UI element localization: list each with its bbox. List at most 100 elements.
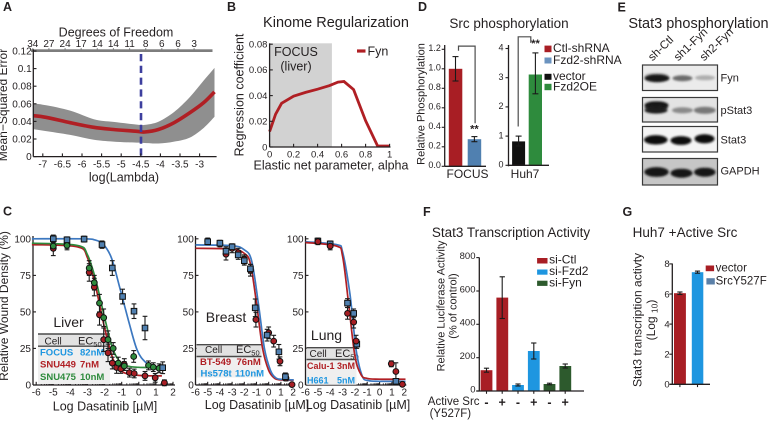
svg-text:4: 4	[498, 43, 503, 53]
svg-text:75: 75	[20, 271, 32, 282]
svg-text:-2: -2	[350, 388, 359, 399]
svg-text:2: 2	[402, 388, 408, 399]
svg-text:-7: -7	[38, 160, 47, 171]
svg-text:-1: -1	[117, 388, 126, 399]
svg-text:-: -	[547, 396, 551, 410]
svg-text:0: 0	[262, 142, 267, 153]
svg-text:1: 1	[389, 388, 395, 399]
svg-text:110nM: 110nM	[235, 369, 264, 380]
svg-text:0.08: 0.08	[12, 82, 32, 93]
svg-text:si-Fyn: si-Fyn	[549, 275, 582, 289]
svg-text:8: 8	[664, 259, 669, 270]
svg-text:50: 50	[292, 307, 304, 318]
svg-text:Relative Luciferase Activity: Relative Luciferase Activity	[436, 240, 448, 371]
svg-text:Lung: Lung	[311, 327, 342, 343]
svg-text:14: 14	[92, 39, 104, 50]
svg-text:si-Fzd2: si-Fzd2	[549, 264, 589, 278]
svg-text:1: 1	[498, 130, 503, 140]
svg-text:0.4: 0.4	[311, 150, 324, 161]
svg-text:Stat3 Transcription Activity: Stat3 Transcription Activity	[432, 225, 591, 240]
svg-text:8: 8	[143, 39, 149, 50]
svg-text:-4: -4	[326, 388, 335, 399]
svg-text:0: 0	[266, 388, 272, 399]
svg-text:100: 100	[14, 234, 31, 245]
svg-text:**: **	[470, 124, 479, 136]
svg-text:0: 0	[136, 388, 142, 399]
svg-text:Ctl-shRNA: Ctl-shRNA	[553, 41, 610, 55]
svg-text:0.6: 0.6	[428, 102, 441, 112]
svg-text:6: 6	[175, 39, 181, 50]
svg-text:34: 34	[27, 39, 39, 50]
svg-text:-1: -1	[252, 388, 261, 399]
svg-text:2: 2	[170, 388, 176, 399]
svg-text:50: 50	[183, 307, 195, 318]
svg-text:0: 0	[664, 380, 669, 391]
svg-text:(liver): (liver)	[280, 60, 311, 74]
svg-text:Fzd2-shRNA: Fzd2-shRNA	[553, 53, 622, 67]
svg-text:7nM: 7nM	[80, 360, 99, 371]
svg-text:Log Dasatinib [µM]: Log Dasatinib [µM]	[53, 400, 157, 414]
svg-text:0.8: 0.8	[428, 82, 441, 92]
svg-text:Breast: Breast	[206, 309, 247, 325]
svg-text:0.04: 0.04	[249, 91, 268, 102]
svg-text:Log Dasatinib [µM]: Log Dasatinib [µM]	[306, 398, 410, 412]
svg-text:0: 0	[25, 381, 31, 392]
svg-text:0.6: 0.6	[335, 150, 348, 161]
svg-text:SrcY527F: SrcY527F	[716, 276, 767, 288]
svg-text:-6: -6	[301, 388, 310, 399]
svg-text:pStat3: pStat3	[721, 105, 753, 117]
svg-text:0: 0	[26, 152, 32, 163]
svg-text:25: 25	[20, 344, 32, 355]
svg-text:Active Src: Active Src	[428, 396, 480, 408]
svg-text:400: 400	[460, 318, 476, 329]
svg-text:3: 3	[498, 72, 503, 82]
svg-text:11: 11	[124, 39, 135, 50]
svg-text:-4: -4	[215, 388, 224, 399]
svg-text:0.02: 0.02	[249, 117, 268, 128]
svg-text:-5: -5	[49, 388, 58, 399]
svg-text:-3: -3	[195, 160, 204, 171]
svg-text:F: F	[423, 205, 431, 219]
svg-text:0.2: 0.2	[287, 150, 300, 161]
svg-text:Relative Phosphorylation: Relative Phosphorylation	[416, 43, 428, 165]
svg-text:0.02: 0.02	[12, 135, 32, 146]
svg-text:Regression coefficient: Regression coefficient	[233, 33, 247, 156]
svg-text:D: D	[418, 0, 427, 14]
svg-text:82nM: 82nM	[80, 348, 104, 359]
svg-text:Stat3 phosphorylation: Stat3 phosphorylation	[628, 16, 768, 32]
svg-text:E: E	[618, 1, 626, 15]
svg-text:Cell: Cell	[205, 345, 222, 356]
svg-text:-6: -6	[32, 388, 41, 399]
svg-text:SNU449: SNU449	[40, 360, 76, 371]
svg-text:**: **	[531, 38, 540, 50]
svg-text:Kinome Regularization: Kinome Regularization	[263, 15, 409, 31]
svg-text:1: 1	[278, 388, 284, 399]
svg-text:FOCUS: FOCUS	[447, 167, 489, 181]
svg-text:-4.5: -4.5	[132, 160, 150, 171]
svg-text:76nM: 76nM	[237, 357, 261, 368]
svg-text:Huh7: Huh7	[511, 167, 540, 181]
svg-text:+: +	[530, 396, 537, 410]
svg-text:si-Ctl: si-Ctl	[549, 253, 576, 267]
svg-text:-2: -2	[240, 388, 249, 399]
svg-text:200: 200	[460, 351, 476, 362]
svg-text:Mean−Squared Error: Mean−Squared Error	[0, 49, 10, 161]
svg-text:-5: -5	[313, 388, 322, 399]
svg-text:Calu-1: Calu-1	[307, 361, 335, 371]
svg-text:2: 2	[664, 350, 669, 361]
svg-text:Cell: Cell	[45, 337, 62, 348]
svg-text:BT-549: BT-549	[200, 357, 231, 368]
svg-text:3nM: 3nM	[337, 361, 355, 371]
svg-text:1: 1	[153, 388, 159, 399]
svg-text:Log Dasatinib [µM]: Log Dasatinib [µM]	[205, 398, 309, 412]
svg-text:G: G	[623, 205, 633, 219]
svg-text:log(Lambda): log(Lambda)	[89, 171, 159, 185]
svg-text:800: 800	[460, 251, 476, 262]
svg-text:-3: -3	[83, 388, 92, 399]
svg-text:100: 100	[177, 234, 194, 245]
svg-text:Fzd2OE: Fzd2OE	[553, 80, 597, 94]
svg-text:6: 6	[159, 39, 165, 50]
svg-text:Stat3: Stat3	[721, 135, 747, 147]
svg-text:-2: -2	[100, 388, 109, 399]
svg-text:0.06: 0.06	[12, 99, 32, 110]
